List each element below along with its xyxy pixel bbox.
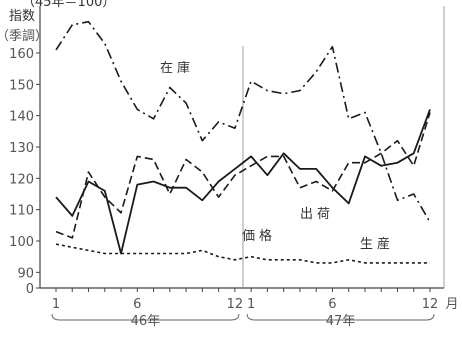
y-tick-label: 160 xyxy=(9,47,34,62)
y-tick-label: 150 xyxy=(9,78,34,93)
series-line-dashdot xyxy=(55,20,431,223)
chart-title: （45年＝100） xyxy=(22,0,115,10)
year-group-label: 47年 xyxy=(326,314,356,329)
y-tick-label: 120 xyxy=(9,172,34,187)
series-label: 生産 xyxy=(360,236,394,252)
y-tick-label: 0 xyxy=(26,282,34,297)
x-tick-label: 12 xyxy=(227,297,244,312)
year-group-label: 46年 xyxy=(131,314,161,329)
series-line-dashed xyxy=(55,112,431,239)
year-bracket xyxy=(51,313,240,321)
y-tick-label: 110 xyxy=(9,204,34,219)
y-axis-label: 指数 xyxy=(9,9,35,24)
series-label: 出荷 xyxy=(300,207,334,222)
y-tick-label: 100 xyxy=(9,235,34,250)
y-axis-unit: （季調） xyxy=(0,29,48,44)
x-tick-label: 6 xyxy=(328,297,336,312)
series-label: 価格 xyxy=(242,228,276,244)
y-tick-label: 140 xyxy=(9,110,34,125)
x-tick-label: 12 xyxy=(422,297,439,312)
series-label: 在庫 xyxy=(160,61,194,76)
x-tick-label: 1 xyxy=(247,297,255,312)
y-tick-label: 130 xyxy=(9,141,34,156)
x-tick-label: 1 xyxy=(52,297,60,312)
y-tick-label: 90 xyxy=(17,266,34,281)
x-unit-label: 月 xyxy=(445,297,458,312)
series-line-solid xyxy=(55,109,431,255)
year-bracket xyxy=(246,313,435,321)
x-tick-label: 6 xyxy=(133,297,141,312)
